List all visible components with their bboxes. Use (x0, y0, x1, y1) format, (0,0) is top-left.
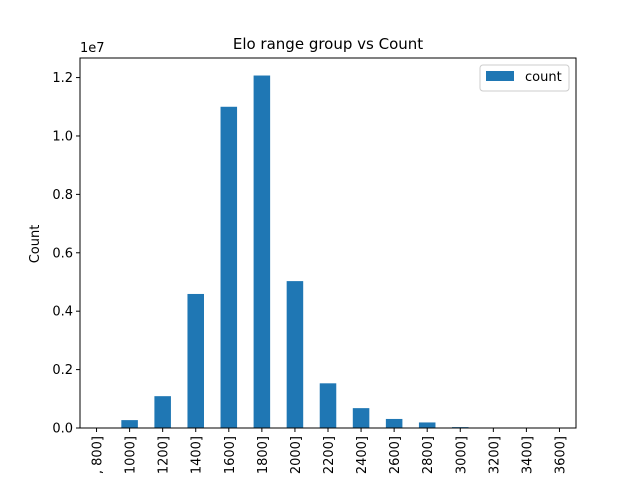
y-axis-ticks: 0.0 0.2 0.4 0.6 0.8 1.0 1.2 (52, 71, 80, 437)
legend-swatch (486, 71, 514, 81)
x-tick-label: 2200] (322, 436, 337, 474)
bar (418, 422, 436, 428)
x-tick-label: 1600] (223, 436, 238, 474)
bar (220, 106, 238, 429)
x-tick-label: 1800] (256, 436, 271, 474)
y-axis-label: Count (28, 225, 43, 264)
plot-frame (79, 57, 577, 429)
bar (352, 408, 370, 428)
x-tick-label: 2800] (421, 436, 436, 474)
x-axis-ticks: , 800] 1000] 1200] 1400] 1600] 1800] 2000] 2200… (91, 428, 568, 474)
x-tick-label: 3000] (454, 436, 469, 474)
x-tick-label: 1000] (124, 436, 139, 474)
x-tick-label: 1200] (157, 436, 172, 474)
legend: count (479, 64, 570, 92)
x-tick-label: 2600] (388, 436, 403, 474)
y-axis-offset-label: 1e7 (80, 41, 105, 56)
x-tick-label: 3400] (520, 436, 535, 474)
bar (154, 396, 171, 428)
bar (286, 281, 304, 428)
y-tick-label: 0.8 (52, 188, 73, 203)
x-tick-label: 2400] (355, 436, 370, 474)
x-tick-label: 3600] (553, 436, 568, 474)
bar (385, 418, 403, 428)
x-tick-label: 1400] (190, 436, 205, 474)
y-tick-label: 0.4 (52, 305, 73, 320)
bars (121, 75, 469, 429)
x-tick-label: , 800] (91, 436, 106, 474)
x-tick-label: 2000] (289, 436, 304, 474)
bar (121, 420, 138, 428)
y-tick-label: 1.2 (52, 71, 73, 86)
y-tick-label: 0.6 (52, 246, 73, 261)
y-tick-label: 1.0 (52, 129, 73, 144)
bar (187, 293, 204, 428)
x-tick-label: 3200] (487, 436, 502, 474)
chart-title: Elo range group vs Count (233, 35, 423, 53)
bar (253, 75, 271, 429)
legend-label: count (525, 70, 562, 85)
y-tick-label: 0.2 (52, 363, 73, 378)
y-tick-label: 0.0 (52, 422, 73, 437)
bar (319, 383, 337, 428)
